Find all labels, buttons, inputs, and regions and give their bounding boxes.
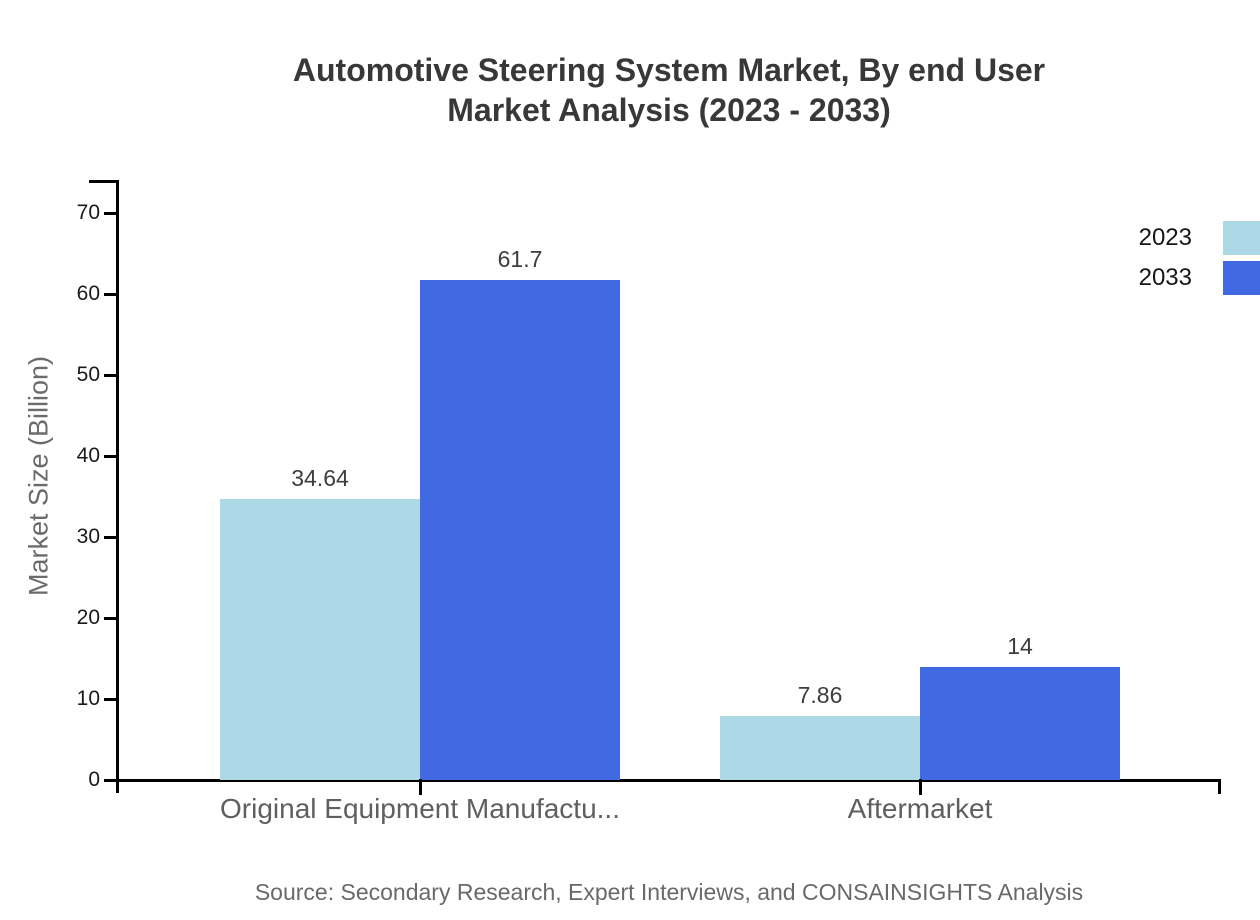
y-axis-line (116, 180, 119, 793)
x-axis-line (104, 779, 1221, 782)
y-tick-mark (104, 697, 118, 701)
bar-2023-category-0 (220, 499, 420, 780)
legend-swatch-2033 (1223, 261, 1260, 295)
y-tick-label: 70 (76, 201, 100, 224)
y-tick-label: 60 (76, 282, 100, 305)
bar-2023-category-1 (720, 716, 920, 780)
y-axis-top-cap (89, 180, 119, 183)
y-tick-label: 20 (76, 606, 100, 629)
legend-label-2033: 2033 (1138, 264, 1192, 291)
y-tick-mark (104, 616, 118, 620)
bar-value-label: 7.86 (797, 682, 843, 709)
y-tick-mark (104, 454, 118, 458)
y-tick-label: 30 (76, 525, 100, 548)
legend-label-2023: 2023 (1138, 224, 1192, 251)
bar-value-label: 34.64 (291, 465, 349, 492)
source-note: Source: Secondary Research, Expert Inter… (254, 879, 1084, 905)
y-tick-mark (104, 778, 118, 782)
x-tick-mark (918, 779, 922, 795)
x-category-label: Aftermarket (847, 793, 993, 824)
y-tick-label: 50 (76, 363, 100, 386)
bar-2033-category-0 (420, 280, 620, 780)
chart-title-line-2: Market Analysis (2023 - 2033) (447, 92, 891, 128)
legend-swatch-2023 (1223, 221, 1260, 255)
bar-value-label: 61.7 (497, 246, 543, 273)
x-category-label: Original Equipment Manufactu... (220, 793, 620, 824)
x-axis-end-cap (1218, 779, 1221, 794)
y-tick-mark (104, 373, 118, 377)
y-tick-mark (104, 535, 118, 539)
bar-2033-category-1 (920, 666, 1120, 780)
bar-value-label: 14 (1007, 632, 1033, 659)
y-tick-mark (104, 292, 118, 296)
chart-title: Automotive Steering System Market, By en… (78, 50, 1260, 130)
x-tick-mark (418, 779, 422, 795)
y-tick-mark (104, 211, 118, 215)
y-tick-label: 0 (88, 768, 100, 791)
y-tick-label: 10 (76, 687, 100, 710)
chart-title-line-1: Automotive Steering System Market, By en… (292, 52, 1046, 88)
y-tick-label: 40 (76, 444, 100, 467)
